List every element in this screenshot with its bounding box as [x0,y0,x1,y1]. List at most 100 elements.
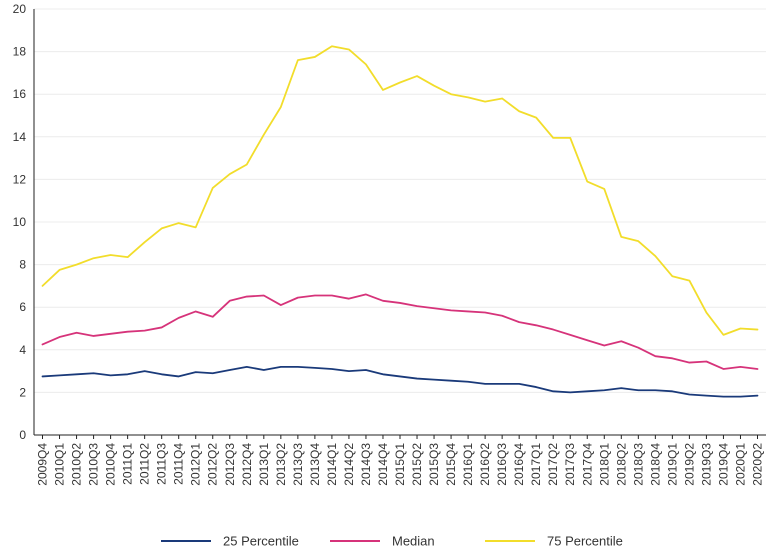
data-point [603,389,605,391]
data-point [229,369,231,371]
data-point [586,339,588,341]
data-point [42,343,44,345]
data-point [739,396,741,398]
x-tick-label: 2018Q2 [614,443,628,486]
y-tick-label: 2 [19,385,26,399]
data-point [416,305,418,307]
x-tick-label: 2017Q1 [529,443,543,486]
gridlines [34,8,766,393]
data-point [314,367,316,369]
x-tick-label: 2009Q4 [36,443,50,486]
data-point [722,368,724,370]
data-point [42,285,44,287]
y-tick-label: 10 [13,215,27,229]
data-point [59,336,61,338]
data-point [127,331,129,333]
data-point [654,389,656,391]
x-tick-label: 2011Q4 [172,443,186,485]
data-point [399,81,401,83]
x-tick-label: 2020Q1 [733,443,747,486]
data-point [722,334,724,336]
data-point [756,368,758,370]
data-point [297,366,299,368]
data-point [127,256,129,258]
data-point [518,383,520,385]
data-point [603,345,605,347]
data-point [93,335,95,337]
data-point [178,317,180,319]
data-point [212,316,214,318]
data-point [110,374,112,376]
data-point [518,321,520,323]
data-point [76,264,78,266]
data-point [416,378,418,380]
data-point [314,56,316,58]
x-tick-label: 2015Q3 [427,443,441,486]
x-tick-label: 2019Q3 [699,443,713,486]
data-point [144,241,146,243]
data-point [76,332,78,334]
data-point [161,373,163,375]
data-point [246,366,248,368]
x-tick-label: 2012Q2 [206,443,220,486]
data-point [586,390,588,392]
data-point [297,59,299,61]
data-point [246,163,248,165]
data-point [654,355,656,357]
x-tick-label: 2014Q4 [376,443,390,486]
x-tick-label: 2017Q4 [580,443,594,486]
data-point [688,280,690,282]
data-point [688,394,690,396]
data-point [450,93,452,95]
x-tick-label: 2015Q1 [393,443,407,486]
data-point [399,302,401,304]
data-point [433,85,435,87]
data-point [348,370,350,372]
y-tick-label: 20 [13,2,27,16]
data-point [501,97,503,99]
data-point [178,375,180,377]
y-tick-label: 4 [19,343,26,357]
x-tick-label: 2018Q3 [631,443,645,486]
series-lines [41,45,759,398]
data-point [280,366,282,368]
data-point [399,375,401,377]
y-tick-label: 16 [13,87,27,101]
data-point [280,304,282,306]
data-point [637,389,639,391]
data-point [110,254,112,256]
x-tick-label: 2016Q2 [478,443,492,486]
legend: 25 Percentile Median 75 Percentile [161,534,623,549]
data-point [620,236,622,238]
data-point [450,380,452,382]
x-tick-label: 2018Q1 [597,443,611,486]
data-point [195,226,197,228]
data-point [348,48,350,50]
data-point [348,298,350,300]
data-point [263,369,265,371]
series-line-75-percentile [41,45,759,336]
data-point [76,373,78,375]
data-point [93,257,95,259]
data-point [195,371,197,373]
x-tick-label: 2018Q4 [648,443,662,486]
data-point [501,315,503,317]
x-tick-label: 2011Q2 [138,443,152,485]
x-tick-label: 2012Q1 [189,443,203,486]
data-point [161,227,163,229]
data-point [433,379,435,381]
x-tick-label: 2011Q3 [155,443,169,485]
data-point [620,340,622,342]
data-point [501,383,503,385]
data-point [739,366,741,368]
x-tick-label: 2012Q4 [240,443,254,486]
y-tick-label: 0 [19,428,26,442]
data-point [314,294,316,296]
data-point [246,296,248,298]
data-point [331,294,333,296]
data-point [484,101,486,103]
data-point [739,328,741,330]
data-point [654,255,656,257]
x-tick-label: 2014Q1 [325,443,339,486]
data-point [688,362,690,364]
